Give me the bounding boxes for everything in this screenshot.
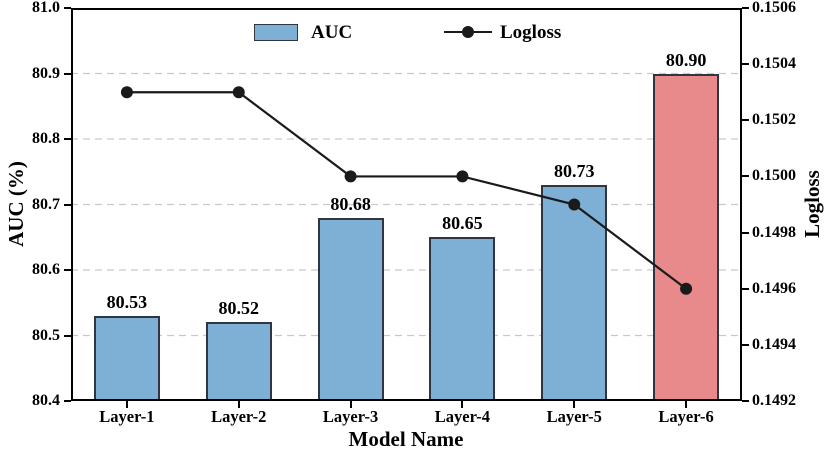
left-tick-mark [64, 334, 71, 337]
left-tick-label: 80.7 [32, 195, 60, 213]
left-tick-label: 80.4 [32, 392, 60, 409]
right-tick-label: 0.1502 [752, 111, 796, 129]
bar-value-label: 80.68 [330, 193, 371, 214]
auc-bar-layer-1 [93, 315, 160, 401]
logloss-point [232, 86, 245, 99]
bar-value-label: 80.73 [554, 160, 595, 181]
left-tick-label: 80.6 [32, 261, 60, 278]
right-tick-mark [742, 287, 749, 290]
right-tick-label: 0.1496 [752, 279, 796, 297]
auc-bar-layer-2 [205, 322, 272, 401]
logloss-point [456, 170, 469, 183]
auc-bar-layer-4 [429, 237, 496, 401]
left-tick-label: 80.9 [32, 64, 60, 82]
x-tick-label-layer-4: Layer-4 [434, 407, 491, 426]
auc-bar-layer-6 [653, 73, 720, 401]
left-tick-mark [64, 72, 71, 75]
right-tick-label: 0.1506 [752, 0, 796, 16]
left-tick-mark [64, 269, 71, 271]
right-tick-mark [742, 343, 749, 346]
x-tick-label-layer-1: Layer-1 [99, 407, 155, 426]
left-tick-label: 80.5 [32, 326, 60, 344]
x-tick-mark [573, 401, 576, 408]
bar-value-label: 80.90 [665, 49, 707, 70]
right-tick-label: 0.1498 [752, 223, 796, 241]
x-tick-mark [125, 401, 128, 408]
x-tick-label-layer-2: Layer-2 [211, 407, 267, 426]
x-tick-mark [349, 401, 352, 408]
right-tick-mark [742, 63, 749, 66]
left-tick-label: 80.8 [32, 130, 60, 147]
legend-logloss-dot [462, 26, 474, 38]
right-tick-label: 0.1492 [752, 392, 796, 409]
legend-logloss-label: Logloss [500, 22, 562, 43]
x-tick-label-layer-3: Layer-3 [322, 407, 379, 426]
left-tick-label: 81.0 [32, 0, 60, 16]
right-tick-mark [742, 7, 749, 9]
bar-value-label: 80.53 [106, 291, 148, 312]
x-tick-mark [461, 401, 464, 408]
right-tick-mark [742, 175, 749, 178]
bar-value-label: 80.52 [218, 298, 260, 319]
right-tick-label: 0.1494 [752, 335, 796, 353]
x-axis-title: Model Name [348, 427, 464, 451]
right-tick-mark [742, 400, 749, 402]
left-tick-mark [64, 138, 71, 140]
x-tick-label-layer-5: Layer-5 [546, 407, 602, 426]
bar-value-label: 80.65 [442, 213, 483, 234]
plot-area: 80.53 80.52 80.68 80.65 80.73 80.90 [71, 8, 742, 401]
right-tick-label: 0.1504 [752, 55, 796, 73]
left-tick-mark [64, 203, 71, 206]
legend-auc-label: AUC [311, 22, 353, 43]
x-tick-label-layer-6: Layer-6 [658, 407, 714, 426]
right-tick-label: 0.1500 [752, 167, 796, 185]
left-tick-mark [64, 7, 71, 9]
logloss-point [344, 170, 357, 183]
x-tick-mark [237, 401, 240, 408]
right-tick-mark [742, 119, 749, 122]
logloss-point [120, 86, 133, 99]
legend-auc-swatch [254, 24, 298, 41]
right-tick-mark [742, 231, 749, 234]
left-tick-mark [64, 400, 71, 402]
auc-bar-layer-5 [541, 184, 608, 401]
x-tick-mark [685, 401, 688, 408]
auc-bar-layer-3 [317, 217, 384, 401]
